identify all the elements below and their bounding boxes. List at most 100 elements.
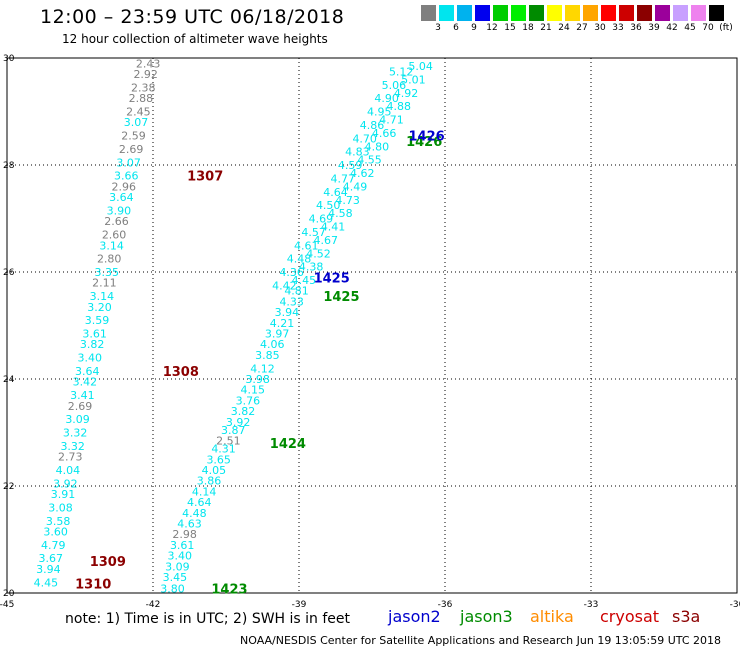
legend-label: 45 bbox=[684, 23, 696, 33]
wave-height-value: 4.64 bbox=[187, 496, 212, 509]
legend-label: 3 bbox=[435, 23, 441, 33]
legend-label: 18 bbox=[522, 23, 534, 33]
legend-swatch bbox=[493, 5, 509, 21]
legend-swatch bbox=[655, 5, 671, 21]
wave-height-value: 2.96 bbox=[112, 180, 137, 193]
wave-height-value: 3.90 bbox=[107, 204, 132, 217]
wave-height-value: 4.70 bbox=[352, 132, 377, 145]
chart-subtitle: 12 hour collection of altimeter wave hei… bbox=[62, 32, 328, 46]
wave-height-value: 4.45 bbox=[34, 576, 59, 589]
wave-height-value: 3.08 bbox=[48, 501, 73, 514]
y-tick-label: 20 bbox=[3, 589, 15, 599]
wave-height-value: 4.38 bbox=[299, 261, 324, 274]
wave-height-value: 3.60 bbox=[43, 525, 68, 538]
wave-height-value: 4.69 bbox=[309, 213, 334, 226]
wave-height-value: 3.45 bbox=[163, 571, 188, 584]
legend-label: 39 bbox=[648, 23, 660, 33]
legend-swatch bbox=[421, 5, 437, 21]
wave-height-value: 3.94 bbox=[36, 563, 61, 576]
wave-height-value: 4.79 bbox=[41, 539, 66, 552]
chart-title: 12:00 – 23:59 UTC 06/18/2018 bbox=[40, 6, 345, 28]
pass-time-label: 1308 bbox=[163, 365, 199, 380]
wave-height-value: 3.76 bbox=[236, 394, 261, 407]
legend-swatch bbox=[709, 5, 725, 21]
pass-time-label: 1425 bbox=[323, 290, 359, 305]
legend-label: 30 bbox=[594, 23, 606, 33]
legend-swatch bbox=[475, 5, 491, 21]
wave-height-value: 3.82 bbox=[231, 405, 256, 418]
legend-label: 15 bbox=[504, 23, 516, 33]
legend-label: 9 bbox=[471, 23, 477, 33]
wave-height-value: 4.83 bbox=[345, 146, 370, 159]
wave-height-value: 2.59 bbox=[121, 130, 146, 143]
wave-height-value: 4.77 bbox=[331, 172, 356, 185]
wave-height-value: 4.57 bbox=[301, 226, 326, 239]
wave-height-value: 4.86 bbox=[360, 119, 385, 132]
pass-time-label: 1424 bbox=[270, 437, 306, 452]
time-labels: 1307 1308 1309 1310 1423 1424 1425 1426 1425 1426 bbox=[75, 130, 445, 598]
legend-label: (ft) bbox=[719, 23, 733, 33]
wave-height-value: 3.92 bbox=[53, 477, 78, 490]
y-tick-label: 24 bbox=[3, 375, 15, 385]
wave-height-value: 4.59 bbox=[338, 159, 363, 172]
wave-height-value: 3.97 bbox=[265, 328, 290, 341]
wave-height-value: 3.09 bbox=[165, 560, 190, 573]
wave-height-value: 3.86 bbox=[197, 475, 222, 488]
legend-label: 70 bbox=[702, 23, 714, 33]
wave-height-value: 3.07 bbox=[116, 156, 141, 169]
grid-lines bbox=[7, 58, 737, 593]
legend-label: 36 bbox=[630, 23, 642, 33]
wave-height-value: 4.14 bbox=[192, 485, 217, 498]
wave-height-value: 2.88 bbox=[129, 92, 154, 105]
credit-line: NOAA/NESDIS Center for Satellite Applica… bbox=[240, 634, 722, 647]
legend-label: 27 bbox=[576, 23, 588, 33]
wave-height-value: 4.04 bbox=[56, 464, 81, 477]
wave-height-value: 4.42 bbox=[272, 279, 297, 292]
wave-height-value: 4.15 bbox=[241, 384, 266, 397]
wave-height-value: 3.67 bbox=[39, 552, 64, 565]
wave-height-value: 2.38 bbox=[131, 81, 156, 94]
wave-height-value: 3.98 bbox=[245, 373, 270, 386]
wave-height-value: 3.91 bbox=[51, 488, 76, 501]
legend-swatch bbox=[673, 5, 689, 21]
y-tick-label: 28 bbox=[3, 161, 15, 171]
x-tick-label: -33 bbox=[584, 600, 599, 610]
y-tick-label: 26 bbox=[3, 268, 15, 278]
wave-height-value: 3.09 bbox=[65, 413, 90, 426]
footer-note: note: 1) Time is in UTC; 2) SWH is in fe… bbox=[65, 611, 351, 627]
plot-frame bbox=[6, 57, 738, 594]
pass-time-label: 1425 bbox=[314, 271, 350, 286]
wave-height-value: 3.59 bbox=[85, 314, 110, 327]
wave-height-value: 3.85 bbox=[255, 349, 280, 362]
axis-ticks: -45 -42 -39 -36 -33 -30 20 22 24 26 28 30 bbox=[0, 54, 740, 610]
x-tick-label: -36 bbox=[438, 600, 453, 610]
wave-height-value: 4.50 bbox=[316, 199, 341, 212]
wave-height-value: 3.14 bbox=[99, 239, 124, 252]
wave-height-value: 3.66 bbox=[114, 170, 139, 183]
wave-height-value: 4.48 bbox=[182, 507, 207, 520]
x-tick-label: -39 bbox=[292, 600, 307, 610]
wave-height-value: 3.80 bbox=[160, 583, 185, 596]
wave-height-value: 3.64 bbox=[109, 191, 134, 204]
legend-label: 33 bbox=[612, 23, 624, 33]
wave-height-value: 4.48 bbox=[287, 253, 312, 266]
wave-height-value: 4.52 bbox=[306, 247, 331, 260]
x-tick-label: -30 bbox=[730, 600, 740, 610]
wave-height-value: 4.81 bbox=[284, 285, 309, 298]
wave-height-value: 4.05 bbox=[202, 464, 227, 477]
wave-height-value: 3.58 bbox=[46, 515, 71, 528]
wave-height-value: 3.82 bbox=[80, 338, 105, 351]
legend-swatch bbox=[691, 5, 707, 21]
wave-height-value: 3.32 bbox=[60, 440, 85, 453]
wave-height-value: 4.58 bbox=[328, 207, 353, 220]
wave-height-value: 4.64 bbox=[323, 186, 348, 199]
legend-swatch bbox=[601, 5, 617, 21]
wave-height-value: 4.90 bbox=[374, 92, 399, 105]
wave-height-value: 4.12 bbox=[250, 362, 275, 375]
wave-height-value: 2.43 bbox=[136, 57, 161, 70]
legend-label: 24 bbox=[558, 23, 570, 33]
wave-height-value: 3.40 bbox=[77, 352, 102, 365]
legend-swatch bbox=[619, 5, 635, 21]
legend-swatch bbox=[637, 5, 653, 21]
